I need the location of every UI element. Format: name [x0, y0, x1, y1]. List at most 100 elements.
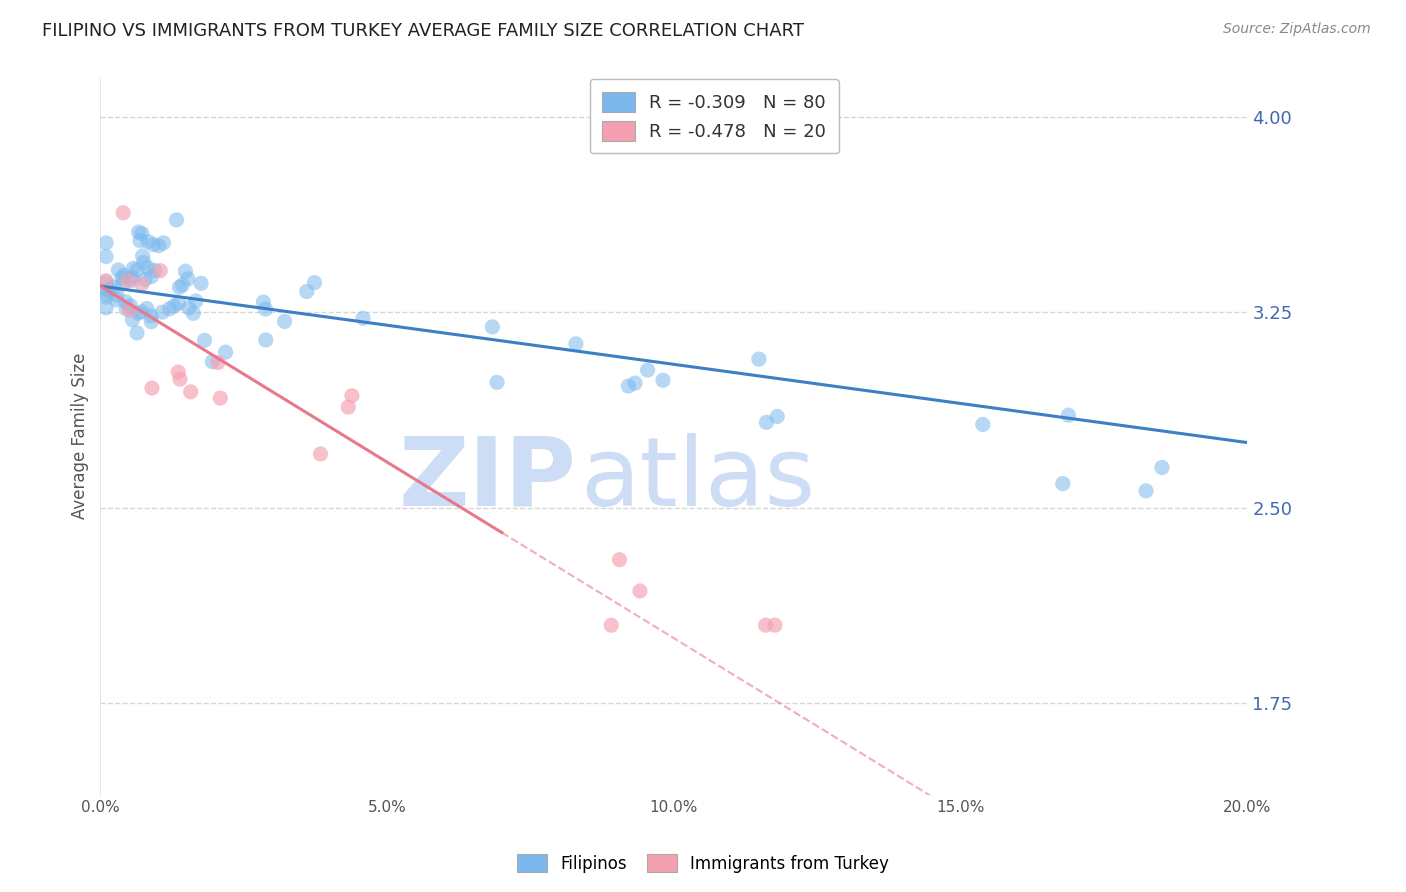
Point — [98, 283, 121, 297]
Point — [127, 306, 149, 320]
Legend: R = -0.309   N = 80, R = -0.478   N = 20: R = -0.309 N = 80, R = -0.478 N = 20 — [589, 79, 838, 153]
Text: ZIP: ZIP — [398, 433, 576, 525]
Point — [131, 277, 153, 292]
Point — [184, 293, 207, 308]
Point — [352, 311, 374, 326]
Point — [273, 314, 295, 328]
Legend: Filipinos, Immigrants from Turkey: Filipinos, Immigrants from Turkey — [510, 847, 896, 880]
Point — [193, 334, 215, 348]
Point — [766, 409, 789, 424]
Text: FILIPINO VS IMMIGRANTS FROM TURKEY AVERAGE FAMILY SIZE CORRELATION CHART: FILIPINO VS IMMIGRANTS FROM TURKEY AVERA… — [42, 22, 804, 40]
Point — [148, 238, 170, 252]
Point — [134, 272, 156, 286]
Point — [177, 272, 200, 286]
Point — [163, 299, 186, 313]
Point — [254, 301, 277, 316]
Point — [121, 270, 143, 285]
Point — [94, 235, 117, 250]
Point — [624, 376, 647, 391]
Point — [114, 294, 136, 309]
Point — [295, 285, 318, 299]
Point — [94, 290, 117, 304]
Point — [141, 269, 163, 284]
Point — [118, 303, 141, 318]
Point — [120, 299, 142, 313]
Point — [1057, 408, 1080, 422]
Point — [136, 235, 159, 249]
Point — [125, 326, 148, 340]
Point — [94, 250, 117, 264]
Point — [105, 293, 128, 307]
Point — [149, 263, 172, 277]
Point — [600, 618, 623, 632]
Point — [177, 301, 200, 315]
Point — [165, 212, 187, 227]
Point — [117, 274, 139, 288]
Point — [107, 263, 129, 277]
Point — [1150, 460, 1173, 475]
Point — [169, 372, 191, 386]
Point — [167, 296, 190, 310]
Point — [172, 278, 194, 293]
Point — [755, 415, 778, 429]
Point — [214, 345, 236, 359]
Point — [105, 288, 128, 302]
Point — [652, 373, 675, 387]
Point — [131, 227, 153, 241]
Point — [340, 389, 363, 403]
Point — [111, 277, 134, 291]
Point — [183, 306, 205, 320]
Point — [135, 301, 157, 316]
Point — [112, 268, 135, 283]
Point — [304, 276, 326, 290]
Point — [190, 277, 212, 291]
Text: Source: ZipAtlas.com: Source: ZipAtlas.com — [1223, 22, 1371, 37]
Text: atlas: atlas — [579, 433, 815, 525]
Point — [136, 260, 159, 275]
Point — [169, 280, 191, 294]
Point — [94, 287, 117, 301]
Point — [1135, 483, 1157, 498]
Point — [129, 234, 152, 248]
Point — [122, 261, 145, 276]
Point — [254, 333, 277, 347]
Point — [180, 384, 202, 399]
Point — [628, 584, 651, 599]
Point — [617, 379, 640, 393]
Point — [142, 237, 165, 252]
Point — [972, 417, 994, 432]
Point — [127, 262, 149, 277]
Point — [150, 305, 173, 319]
Point — [481, 320, 503, 334]
Point — [96, 283, 118, 297]
Point — [111, 270, 134, 285]
Point — [152, 235, 174, 250]
Point — [763, 618, 786, 632]
Point — [112, 206, 135, 220]
Point — [132, 255, 155, 269]
Point — [1052, 476, 1074, 491]
Point — [131, 249, 153, 263]
Point — [565, 336, 588, 351]
Point — [103, 280, 125, 294]
Point — [141, 315, 163, 329]
Point — [121, 313, 143, 327]
Point — [207, 355, 229, 369]
Point — [174, 264, 197, 278]
Point — [609, 552, 631, 566]
Point — [309, 447, 332, 461]
Point — [209, 391, 232, 405]
Point — [115, 301, 138, 316]
Point — [252, 295, 274, 310]
Point — [94, 274, 117, 288]
Point — [131, 305, 153, 319]
Point — [159, 301, 181, 316]
Point — [141, 381, 163, 395]
Point — [755, 618, 778, 632]
Point — [121, 273, 143, 287]
Point — [128, 225, 150, 239]
Point — [94, 301, 117, 315]
Point — [201, 354, 224, 368]
Point — [748, 352, 770, 367]
Point — [167, 365, 190, 379]
